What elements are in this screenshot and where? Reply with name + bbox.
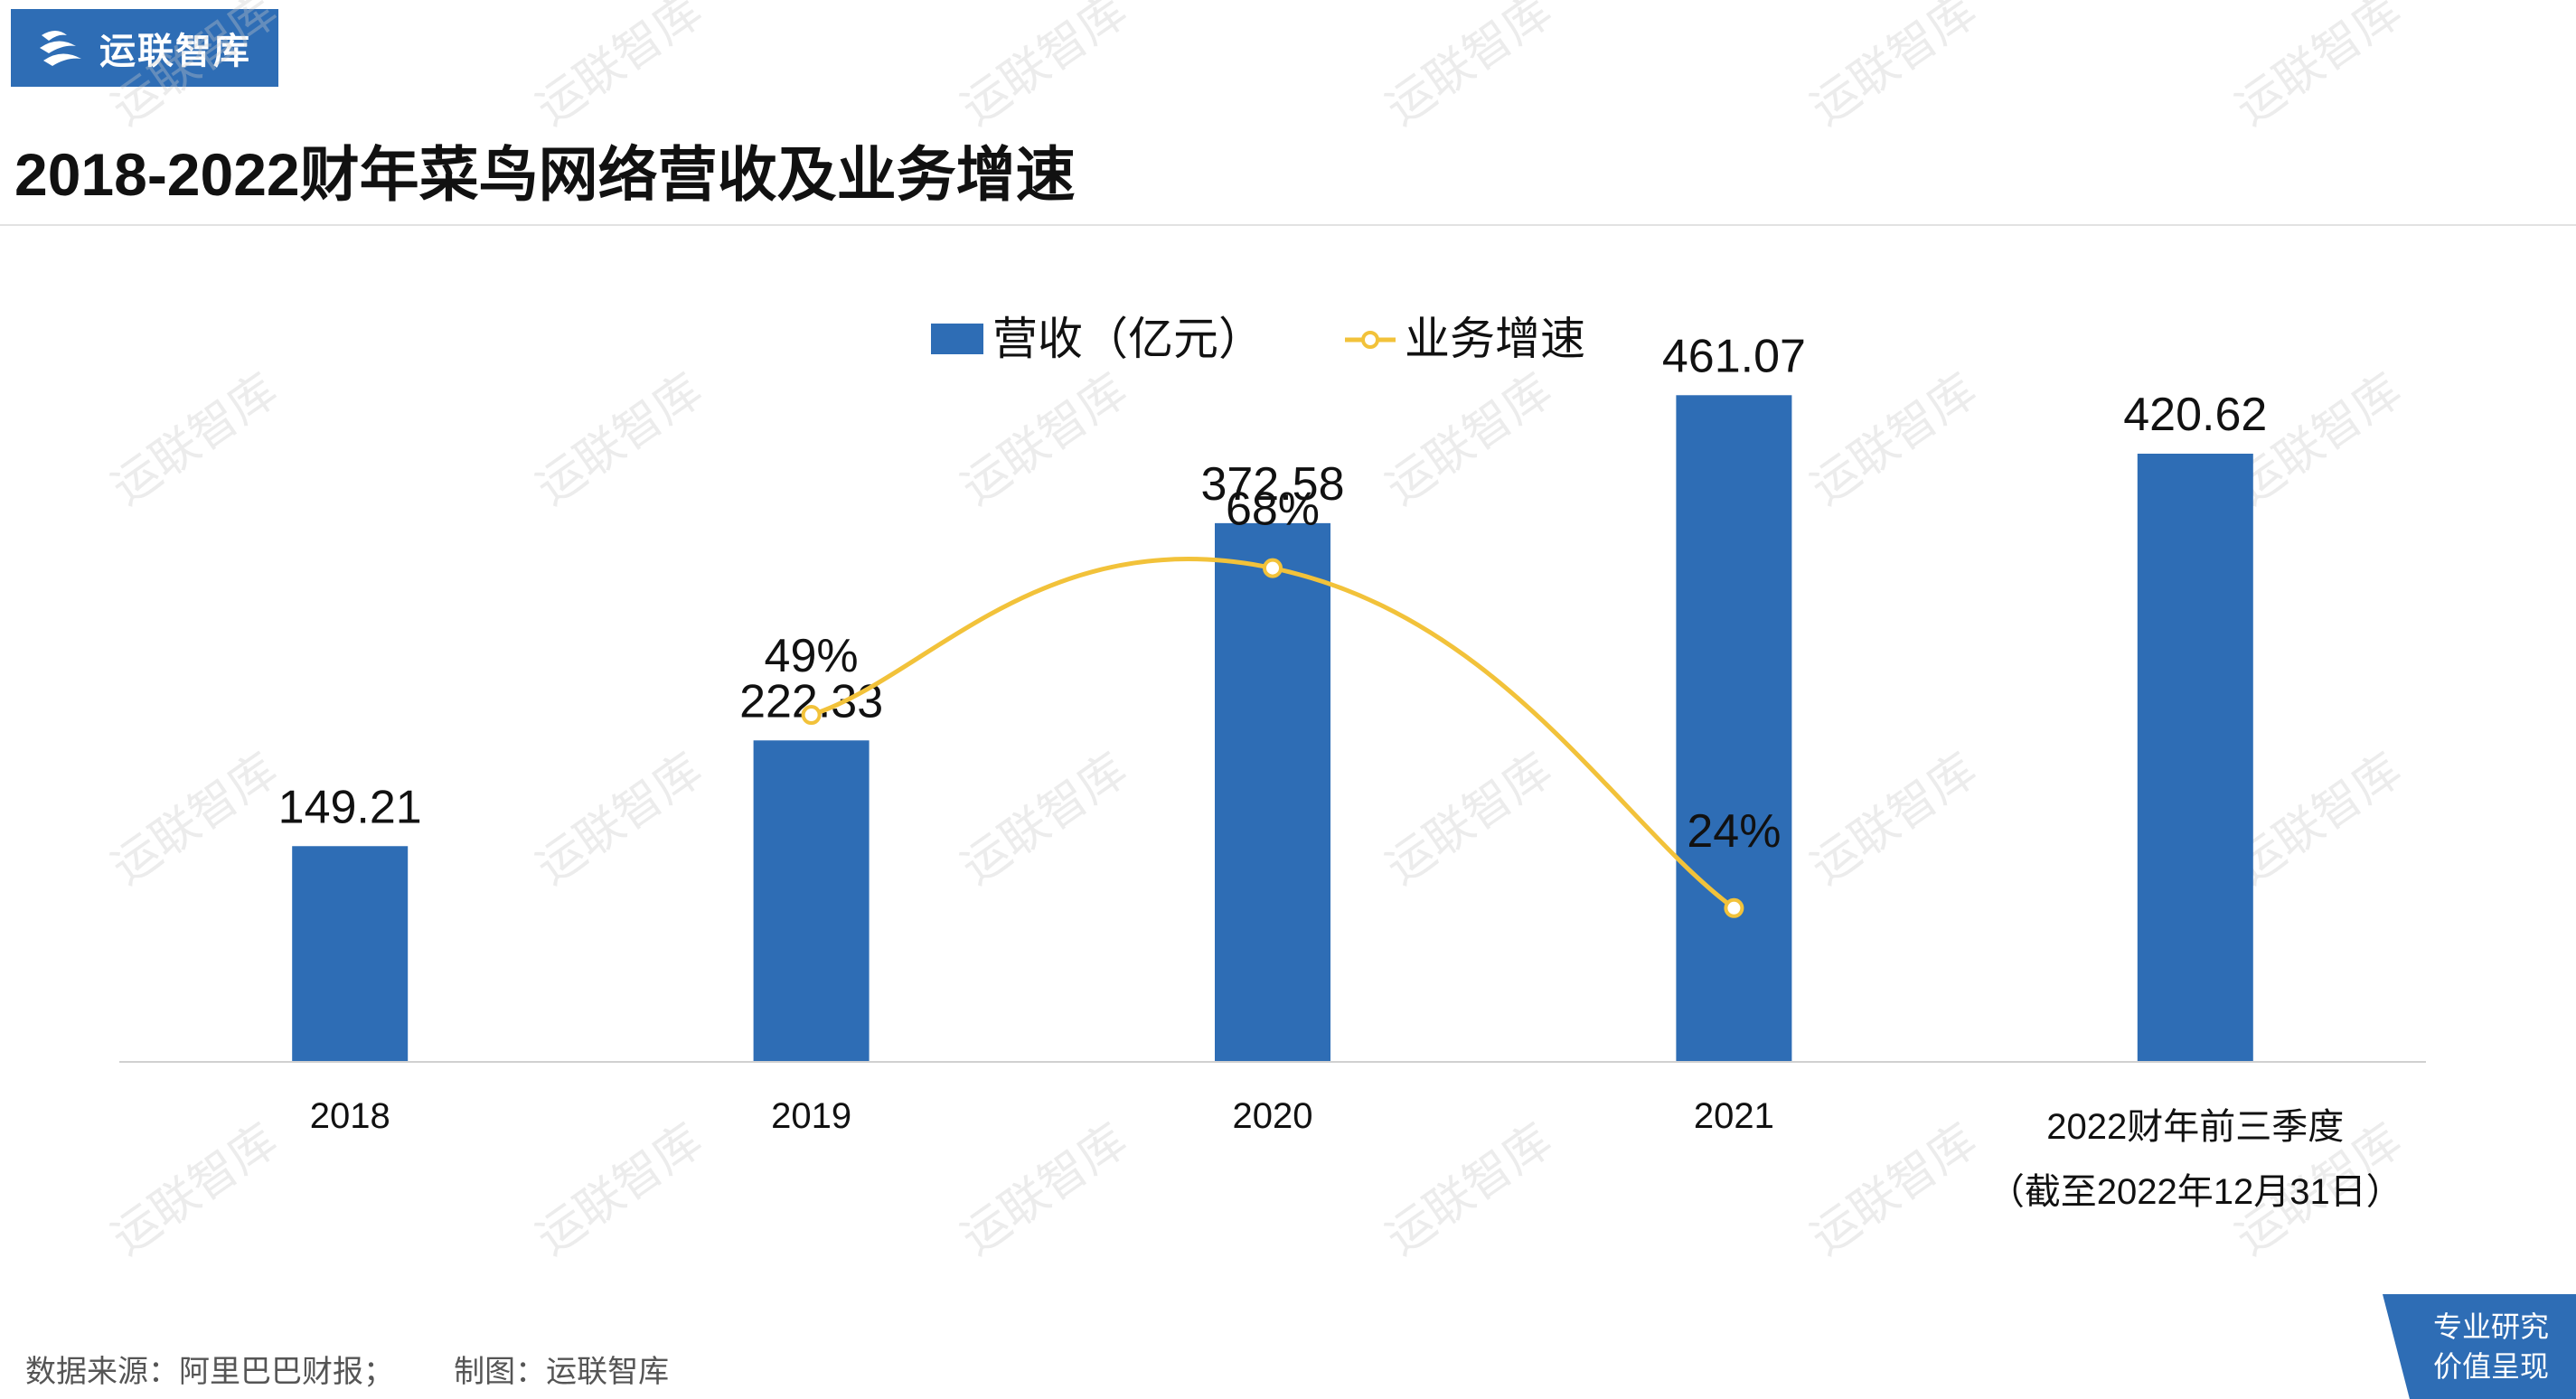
watermark-text: 运联智库	[103, 744, 287, 895]
watermark-text: 运联智库	[1802, 364, 1987, 515]
legend-line-marker	[1361, 331, 1379, 349]
revenue-value-label: 420.62	[2123, 389, 2267, 441]
revenue-value-label: 461.07	[1662, 330, 1806, 382]
page-title: 2018-2022财年菜鸟网络营收及业务增速	[14, 141, 1076, 208]
watermark-text: 运联智库	[1377, 1114, 1562, 1265]
watermark-text: 运联智库	[528, 744, 712, 895]
growth-value-label: 24%	[1687, 805, 1781, 858]
revenue-value-label: 149.21	[278, 781, 422, 833]
watermark-text: 运联智库	[1802, 0, 1987, 136]
watermark-text: 运联智库	[1377, 744, 1562, 895]
watermark-text: 运联智库	[953, 0, 1137, 136]
watermark-text: 运联智库	[103, 364, 287, 515]
legend-bar-swatch	[931, 324, 983, 354]
watermark-text: 运联智库	[528, 0, 712, 136]
x-tick-label: 2018	[310, 1096, 390, 1136]
x-tick-label: 2022财年前三季度	[2046, 1107, 2344, 1147]
x-tick-label: 2020	[1233, 1096, 1313, 1136]
watermark-text: 运联智库	[1802, 744, 1987, 895]
growth-point	[1724, 897, 1744, 918]
watermark-text: 运联智库	[2227, 744, 2411, 895]
x-tick-sublabel: （截至2022年12月31日）	[1988, 1172, 2402, 1212]
growth-value-label: 68%	[1226, 484, 1320, 536]
revenue-value-label: 372.58	[1200, 458, 1344, 511]
watermark-text: 运联智库	[953, 364, 1137, 515]
legend-bar-label: 营收（亿元）	[992, 314, 1264, 364]
watermark-text: 运联智库	[528, 1114, 712, 1265]
watermark-text: 运联智库	[103, 1114, 287, 1265]
title-divider	[0, 224, 2576, 226]
revenue-bar	[1215, 522, 1330, 1062]
brand-logo: 运联智库	[11, 9, 278, 87]
corner-badge-line2: 价值呈现	[2432, 1350, 2549, 1383]
watermark-text: 运联智库	[953, 744, 1137, 895]
brand-logo-icon	[40, 31, 81, 66]
growth-value-label: 49%	[765, 630, 859, 682]
growth-point	[801, 705, 822, 726]
growth-point	[1263, 558, 1283, 578]
watermark-text: 运联智库	[2227, 0, 2411, 136]
x-tick-label: 2019	[771, 1096, 851, 1136]
watermark-text: 运联智库	[103, 0, 287, 136]
revenue-bar	[292, 846, 409, 1062]
legend-line-label: 业务增速	[1405, 314, 1585, 364]
watermark-text: 运联智库	[1377, 0, 1562, 136]
x-tick-label: 2021	[1694, 1096, 1774, 1136]
corner-badge: 专业研究 价值呈现	[2383, 1294, 2576, 1399]
watermark-text: 运联智库	[528, 364, 712, 515]
revenue-bar	[2137, 454, 2253, 1062]
source-note: 数据来源：阿里巴巴财报； 制图：运联智库	[25, 1355, 670, 1389]
watermark-text: 运联智库	[1377, 364, 1562, 515]
brand-name: 运联智库	[99, 32, 251, 71]
revenue-bar	[1676, 395, 1792, 1063]
watermark-text: 运联智库	[1802, 1114, 1987, 1265]
watermark-text: 运联智库	[953, 1114, 1137, 1265]
revenue-bar	[753, 740, 870, 1062]
corner-badge-line1: 专业研究	[2432, 1310, 2549, 1343]
